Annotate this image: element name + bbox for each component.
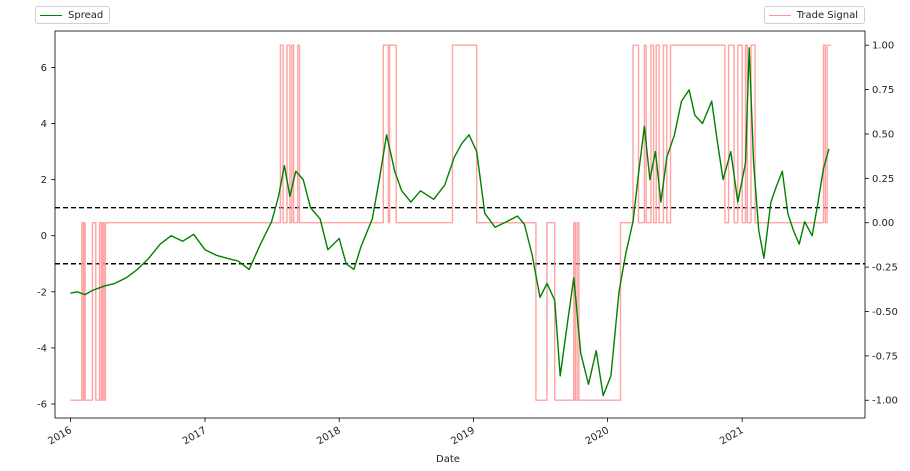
left-tick-label: -6 <box>37 399 47 410</box>
legend-spread: Spread <box>35 6 111 24</box>
threshold-lines <box>55 206 865 265</box>
x-axis-label: Date <box>436 454 460 465</box>
right-tick-label: -0.25 <box>872 263 898 274</box>
right-tick-label: 0.75 <box>872 85 894 96</box>
x-tick-label: 2018 <box>315 425 343 447</box>
x-tick-label: 2016 <box>46 425 74 447</box>
left-tick-label: -4 <box>37 343 47 354</box>
plot-frame <box>54 30 866 419</box>
left-tick-label: 0 <box>41 231 47 242</box>
series-layer <box>70 44 832 401</box>
legend-trade-signal-swatch <box>768 14 791 16</box>
right-tick-label: -0.75 <box>872 351 898 362</box>
spread-line <box>70 47 830 397</box>
x-tick-label: 2020 <box>584 425 612 447</box>
x-tick-label: 2017 <box>181 425 209 447</box>
right-tick-label: 0.50 <box>872 129 894 140</box>
right-tick-label: 1.00 <box>872 41 894 52</box>
legend-spread-swatch <box>40 14 62 16</box>
legend-trade-signal-label: Trade Signal <box>796 9 858 21</box>
trade-signal-line <box>70 44 832 401</box>
axes-frame <box>54 30 866 419</box>
legend-spread-label: Spread <box>68 9 104 21</box>
x-tick-label: 2021 <box>718 425 746 447</box>
left-y-axis: -6 -4 -2 0 2 4 6 <box>37 63 55 410</box>
left-tick-label: -2 <box>37 287 47 298</box>
left-tick-label: 2 <box>41 175 47 186</box>
right-y-axis: -1.00 -0.75 -0.50 -0.25 0.00 0.25 0.50 0.75 1.00 <box>865 41 898 407</box>
right-tick-label: -1.00 <box>872 396 898 407</box>
x-tick-label: 2019 <box>449 425 477 447</box>
left-tick-label: 6 <box>41 63 47 74</box>
right-tick-label: 0.00 <box>872 218 894 229</box>
right-tick-label: 0.25 <box>872 174 894 185</box>
legend-trade-signal: Trade Signal <box>763 6 865 24</box>
left-tick-label: 4 <box>41 119 47 130</box>
x-axis: 2016 2017 2018 2019 2020 2021 <box>46 418 746 447</box>
right-tick-label: -0.50 <box>872 307 898 318</box>
